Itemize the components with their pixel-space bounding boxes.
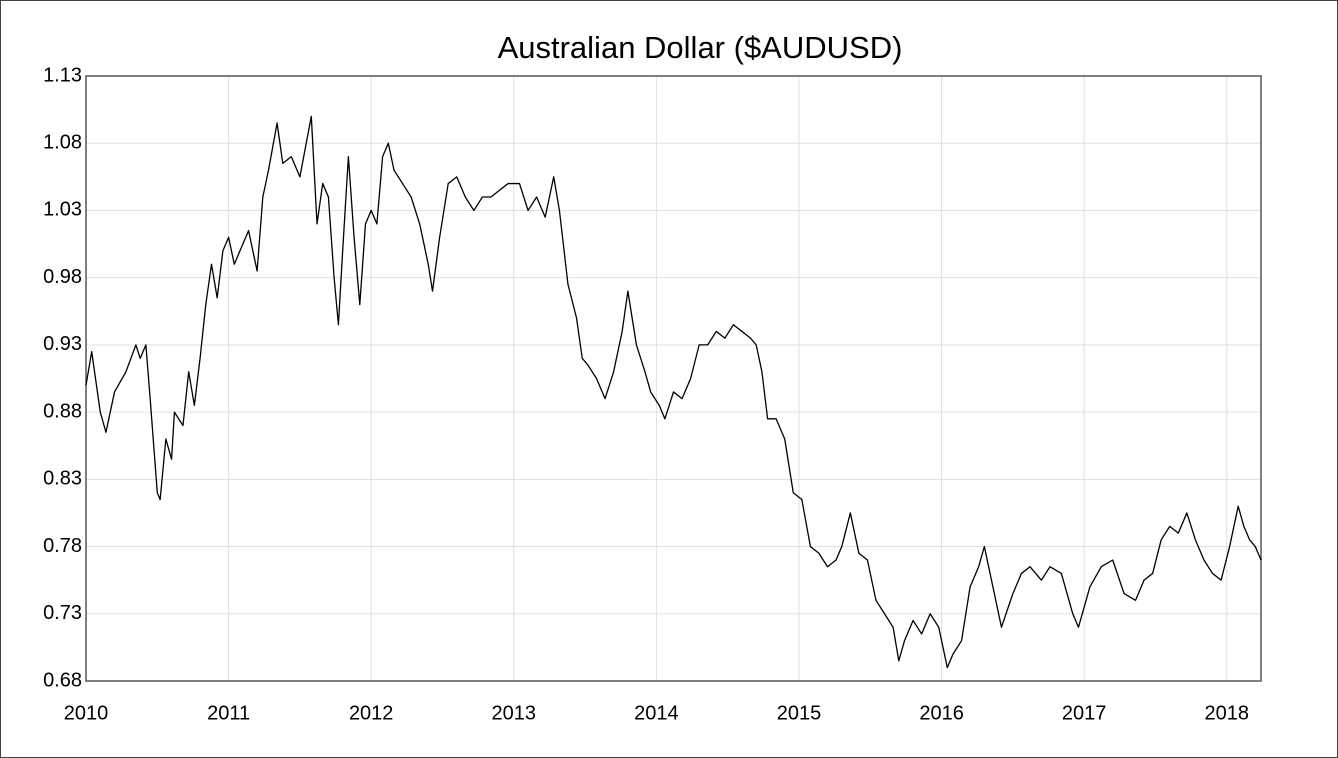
y-tick-label: 0.68: [43, 669, 82, 691]
x-tick-label: 2015: [777, 702, 822, 724]
x-tick-label: 2018: [1205, 702, 1250, 724]
y-tick-label: 0.78: [43, 535, 82, 557]
x-tick-label: 2013: [492, 702, 537, 724]
y-tick-label: 0.83: [43, 468, 82, 490]
x-tick-label: 2016: [919, 702, 964, 724]
x-tick-label: 2017: [1062, 702, 1107, 724]
y-tick-label: 1.03: [43, 199, 82, 221]
y-tick-label: 0.88: [43, 400, 82, 422]
x-tick-label: 2014: [634, 702, 679, 724]
y-tick-label: 0.93: [43, 333, 82, 355]
y-tick-label: 1.13: [43, 64, 82, 86]
x-tick-label: 2010: [64, 702, 109, 724]
y-tick-label: 0.98: [43, 266, 82, 288]
plot-frame: [85, 75, 1262, 682]
y-tick-label: 0.73: [43, 602, 82, 624]
line-series: [85, 115, 1262, 669]
x-tick-label: 2011: [207, 702, 250, 724]
chart-title: Australian Dollar ($AUDUSD): [498, 30, 903, 65]
y-tick-label: 1.08: [43, 132, 82, 154]
x-tick-label: 2012: [349, 702, 394, 724]
